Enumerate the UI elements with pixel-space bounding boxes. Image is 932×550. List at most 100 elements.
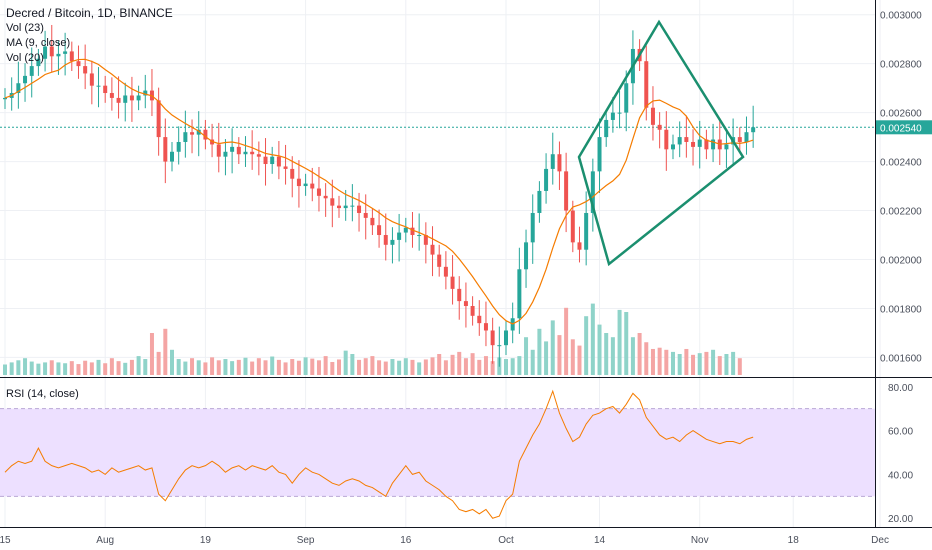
volume-bar	[577, 345, 582, 375]
volume-bar	[370, 356, 375, 375]
chart-title[interactable]: Decred / Bitcoin, 1D, BINANCE	[6, 6, 173, 20]
volume-bar	[463, 358, 468, 375]
volume-bar	[129, 359, 134, 375]
volume-bar	[517, 356, 522, 375]
candle-body	[657, 124, 662, 130]
candle-body	[109, 93, 114, 98]
price-axis[interactable]: 0.003000 0.002800 0.002600 0.002400 0.002200…	[880, 11, 922, 365]
indicator-label-vol-20[interactable]: Vol (20)	[6, 52, 44, 64]
volume-bar	[590, 303, 595, 375]
candle	[590, 158, 595, 232]
candle-body	[270, 156, 275, 165]
candle-body	[497, 345, 502, 347]
candle-body	[303, 183, 308, 187]
candle	[483, 301, 488, 347]
volume-bar	[96, 359, 101, 375]
volume-bar	[76, 364, 81, 375]
volume-bar	[657, 347, 662, 375]
rsi-axis[interactable]: 80.00 60.00 40.00 20.00	[888, 383, 913, 525]
candle	[397, 213, 402, 262]
volume-bar	[697, 353, 702, 375]
candle-body	[176, 141, 181, 152]
candle-body	[283, 166, 288, 169]
volume-bar	[443, 360, 448, 375]
volume-bar	[29, 361, 34, 375]
candle	[216, 122, 221, 173]
candle	[530, 194, 535, 264]
volume-bar	[524, 337, 529, 375]
indicator-label-ma-9[interactable]: MA (9, close)	[6, 37, 71, 49]
volume-bar	[323, 356, 328, 375]
candle	[196, 111, 201, 157]
candle	[524, 229, 529, 288]
candle	[657, 112, 662, 149]
time-tick-label: Dec	[871, 535, 889, 546]
volume-bar	[296, 360, 301, 375]
candle-body	[89, 73, 94, 86]
volume-bar	[564, 307, 569, 375]
candle-body	[276, 156, 281, 167]
candle-body	[103, 85, 108, 94]
volume-bar	[557, 335, 562, 375]
volume-bar	[337, 359, 341, 375]
candle-body	[76, 61, 81, 67]
candle	[497, 326, 502, 367]
candle	[537, 181, 542, 223]
candle-body	[170, 151, 174, 162]
candle	[3, 88, 7, 110]
volume-bar	[190, 358, 195, 375]
candle-body	[123, 95, 128, 103]
volume-bar	[203, 362, 208, 375]
diamond-pattern-drawing[interactable]	[577, 19, 745, 267]
candle-body	[116, 97, 121, 103]
price-tick-label: 0.001600	[880, 353, 922, 364]
price-tick-label: 0.003000	[880, 11, 922, 22]
volume-bar	[437, 354, 442, 375]
volume-bar	[597, 324, 602, 375]
candle-body	[83, 66, 88, 74]
candle	[290, 156, 295, 198]
volume-bar	[537, 328, 542, 375]
volume-bar	[116, 361, 121, 375]
volume-bar	[671, 351, 675, 375]
candle-body	[383, 235, 388, 245]
volume-bar	[417, 362, 422, 375]
price-tick-label: 0.002200	[880, 207, 922, 218]
candle-body	[143, 90, 148, 96]
volume-bar	[617, 309, 622, 375]
volume-bar	[36, 363, 41, 375]
candle	[176, 126, 181, 165]
candle-body	[624, 83, 629, 113]
volume-bar	[510, 358, 515, 375]
candle-body	[584, 212, 589, 250]
indicator-label-rsi[interactable]: RSI (14, close)	[6, 388, 79, 400]
candle	[270, 146, 275, 174]
volume-bar	[3, 364, 7, 375]
volume-bar	[43, 362, 48, 375]
candle-body	[330, 198, 335, 206]
volume-bar	[430, 357, 435, 375]
candle	[163, 118, 168, 184]
candle-body	[557, 154, 562, 172]
time-axis[interactable]: 15Aug19Sep16Oct14Nov18Dec16	[0, 535, 932, 546]
volume-bar	[470, 353, 475, 375]
volume-bar	[530, 349, 535, 375]
candle-body	[363, 212, 368, 218]
volume-bar	[624, 312, 629, 375]
volume-bar	[123, 362, 128, 375]
candle	[149, 69, 154, 117]
candle-body	[483, 323, 488, 331]
candle-body	[737, 137, 742, 142]
candle-body	[443, 266, 448, 277]
candle-body	[697, 139, 702, 147]
candle	[617, 91, 622, 129]
volume-bar	[103, 363, 108, 375]
candle-body	[704, 139, 709, 150]
candle-body	[477, 315, 482, 324]
candle	[136, 85, 141, 111]
candle-body	[537, 190, 542, 213]
volume-bar	[156, 351, 161, 375]
candle	[296, 160, 301, 208]
indicator-label-vol-23[interactable]: Vol (23)	[6, 22, 44, 34]
